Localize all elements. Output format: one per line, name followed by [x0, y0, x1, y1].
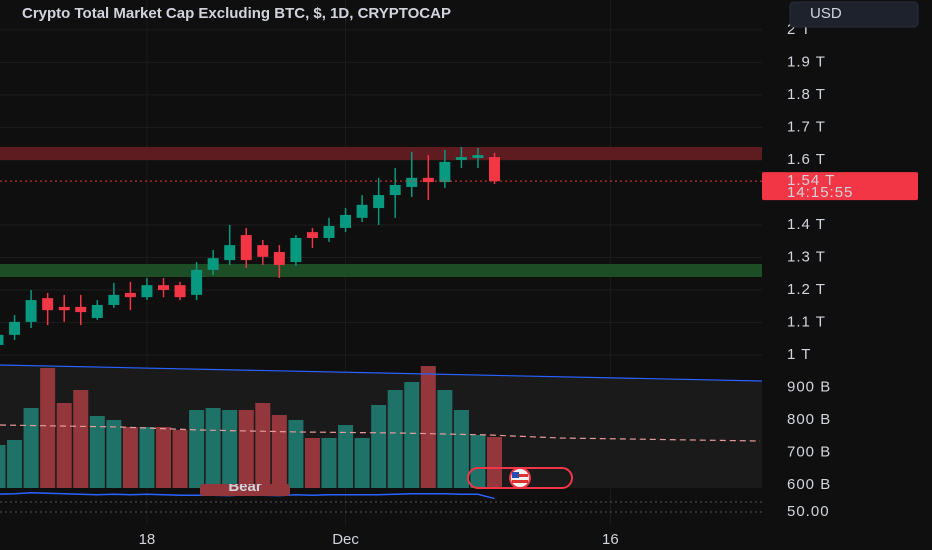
candle-body: [42, 298, 54, 311]
zone: [0, 146, 762, 160]
zones: [0, 146, 762, 277]
candle-body: [406, 177, 418, 187]
volume-bar: [205, 408, 221, 488]
y-tick-label: 700 B: [787, 444, 831, 461]
candle-body: [207, 258, 219, 270]
candle-body: [373, 195, 385, 209]
volume-bar: [354, 438, 370, 488]
candle-body: [455, 157, 467, 160]
candle-body: [75, 306, 87, 313]
candle-body: [91, 304, 103, 318]
volume-bar: [40, 368, 56, 488]
candle-body: [141, 285, 153, 298]
candle-body: [356, 204, 368, 218]
candle-body: [439, 161, 451, 183]
currency-button[interactable]: [789, 1, 919, 28]
volume-bar: [437, 390, 453, 488]
candle-body: [174, 285, 186, 298]
chart-title: Crypto Total Market Cap Excluding BTC, $…: [22, 5, 451, 22]
volume-bar: [222, 410, 238, 488]
candle-body: [422, 177, 434, 183]
candle-body: [108, 294, 120, 305]
zone: [0, 263, 762, 277]
candle-body: [306, 232, 318, 238]
y-tick-label: 1.4 T: [787, 216, 826, 233]
volume-bar: [470, 435, 486, 488]
volume-bar: [139, 427, 155, 488]
candle-body: [25, 300, 37, 322]
y-tick-label: 1.7 T: [787, 118, 826, 135]
candle-body: [340, 214, 352, 228]
candle-body: [224, 245, 236, 261]
volume-bar: [404, 382, 420, 488]
y-tick-label: 1.3 T: [787, 248, 826, 265]
volume-bar: [122, 427, 138, 488]
candle-body: [124, 292, 136, 298]
x-tick-label: 18: [139, 531, 156, 548]
volume: [0, 366, 502, 488]
volume-bar: [255, 403, 271, 488]
volume-bar: [73, 390, 89, 488]
volume-ma: [0, 424, 761, 442]
volume-bar: [23, 408, 39, 488]
x-tick-label: Dec: [332, 531, 359, 548]
y-tick-label: 600 B: [787, 476, 831, 493]
candle-body: [472, 155, 484, 159]
candle-body: [0, 334, 4, 345]
candles: [0, 146, 500, 345]
signal-label: Bear: [228, 478, 262, 495]
candle-body: [58, 306, 70, 311]
volume-bar: [156, 427, 171, 488]
y-tick-label: 1 T: [787, 346, 811, 363]
volume-bar: [387, 390, 403, 488]
volume-bar: [321, 438, 337, 488]
price-axis: [762, 0, 932, 550]
x-tick-label: 16: [602, 531, 619, 548]
volume-bar: [338, 425, 354, 488]
candle-body: [389, 184, 401, 196]
countdown: 14:15:55: [787, 184, 853, 201]
last-price-label: 1.54 T: [787, 172, 835, 189]
volume-bar: [189, 410, 205, 488]
candle-body: [290, 237, 302, 263]
volume-bar: [487, 437, 502, 488]
y-tick-label: 900 B: [787, 379, 831, 396]
volume-bar: [7, 440, 23, 488]
y-tick-label: 1.6 T: [787, 151, 826, 168]
candle-body: [257, 245, 269, 257]
volume-bar: [288, 420, 304, 488]
volume-bar: [56, 403, 72, 488]
y-tick-label: 1.1 T: [787, 313, 826, 330]
candle-body: [191, 269, 203, 295]
volume-bar: [238, 410, 254, 488]
volume-bar: [371, 405, 387, 488]
volume-bar: [172, 430, 188, 488]
flag-icon[interactable]: [467, 467, 573, 489]
rsi-tick-label: 50.00: [787, 503, 830, 520]
volume-bar: [89, 416, 105, 488]
volume-bar: [304, 438, 320, 488]
candle-body: [9, 321, 21, 335]
candle-body: [323, 225, 335, 238]
last-price-box: [762, 172, 918, 201]
volume-bar: [0, 445, 6, 488]
candle-body: [240, 235, 252, 261]
signal-pill: [200, 484, 290, 496]
y-tick-label: 1.9 T: [787, 53, 826, 70]
volume-bar: [106, 420, 122, 488]
trend-line: [0, 364, 763, 382]
y-tick-label: 1.2 T: [787, 281, 826, 298]
candle-body: [489, 157, 500, 182]
currency-label[interactable]: USD: [810, 5, 842, 22]
price-axis-labels: 2 T1.9 T1.8 T1.7 T1.6 T1.4 T1.3 T1.2 T1.…: [787, 21, 831, 520]
candle-body: [158, 285, 169, 291]
volume-bar: [453, 410, 469, 488]
candle-body: [273, 251, 285, 265]
volume-bar: [271, 415, 287, 488]
y-tick-label: 800 B: [787, 411, 831, 428]
volume-bar: [420, 366, 436, 488]
y-tick-label: 1.8 T: [787, 86, 826, 103]
